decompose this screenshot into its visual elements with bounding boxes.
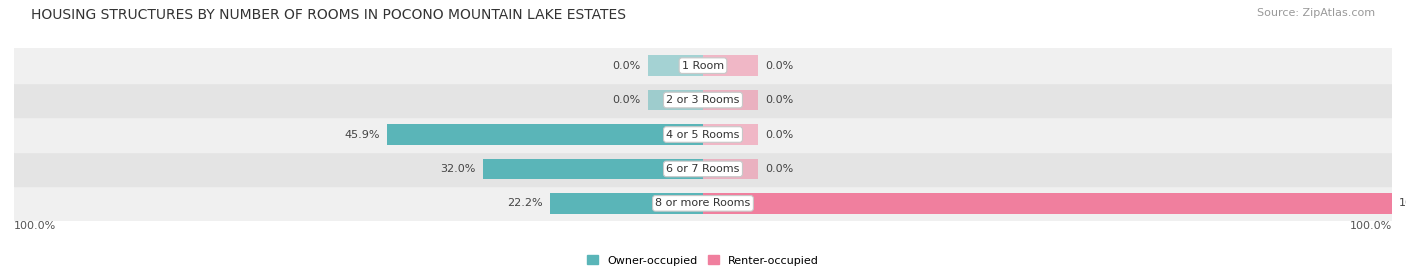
Bar [703, 55, 758, 76]
Text: 8 or more Rooms: 8 or more Rooms [655, 198, 751, 208]
Bar [703, 159, 758, 179]
Text: 4 or 5 Rooms: 4 or 5 Rooms [666, 129, 740, 140]
Text: 1 Room: 1 Room [682, 61, 724, 71]
Text: 100.0%: 100.0% [1399, 198, 1406, 208]
Bar [703, 193, 1392, 214]
Bar [387, 124, 703, 145]
Text: 6 or 7 Rooms: 6 or 7 Rooms [666, 164, 740, 174]
Bar [550, 193, 703, 214]
Text: 0.0%: 0.0% [613, 95, 641, 105]
Text: HOUSING STRUCTURES BY NUMBER OF ROOMS IN POCONO MOUNTAIN LAKE ESTATES: HOUSING STRUCTURES BY NUMBER OF ROOMS IN… [31, 8, 626, 22]
Text: 45.9%: 45.9% [344, 129, 380, 140]
Bar [14, 117, 1392, 152]
Text: 32.0%: 32.0% [440, 164, 475, 174]
Text: 0.0%: 0.0% [765, 95, 793, 105]
Text: 0.0%: 0.0% [613, 61, 641, 71]
Bar [14, 83, 1392, 117]
Text: 22.2%: 22.2% [508, 198, 543, 208]
Bar [14, 152, 1392, 186]
Bar [14, 186, 1392, 221]
Text: 0.0%: 0.0% [765, 164, 793, 174]
Bar [703, 90, 758, 110]
Legend: Owner-occupied, Renter-occupied: Owner-occupied, Renter-occupied [582, 251, 824, 269]
Text: Source: ZipAtlas.com: Source: ZipAtlas.com [1257, 8, 1375, 18]
Bar [482, 159, 703, 179]
Text: 100.0%: 100.0% [1350, 221, 1392, 231]
Bar [648, 90, 703, 110]
Text: 100.0%: 100.0% [14, 221, 56, 231]
Bar [14, 48, 1392, 83]
Text: 0.0%: 0.0% [765, 61, 793, 71]
Bar [648, 55, 703, 76]
Bar [703, 124, 758, 145]
Text: 2 or 3 Rooms: 2 or 3 Rooms [666, 95, 740, 105]
Text: 0.0%: 0.0% [765, 129, 793, 140]
